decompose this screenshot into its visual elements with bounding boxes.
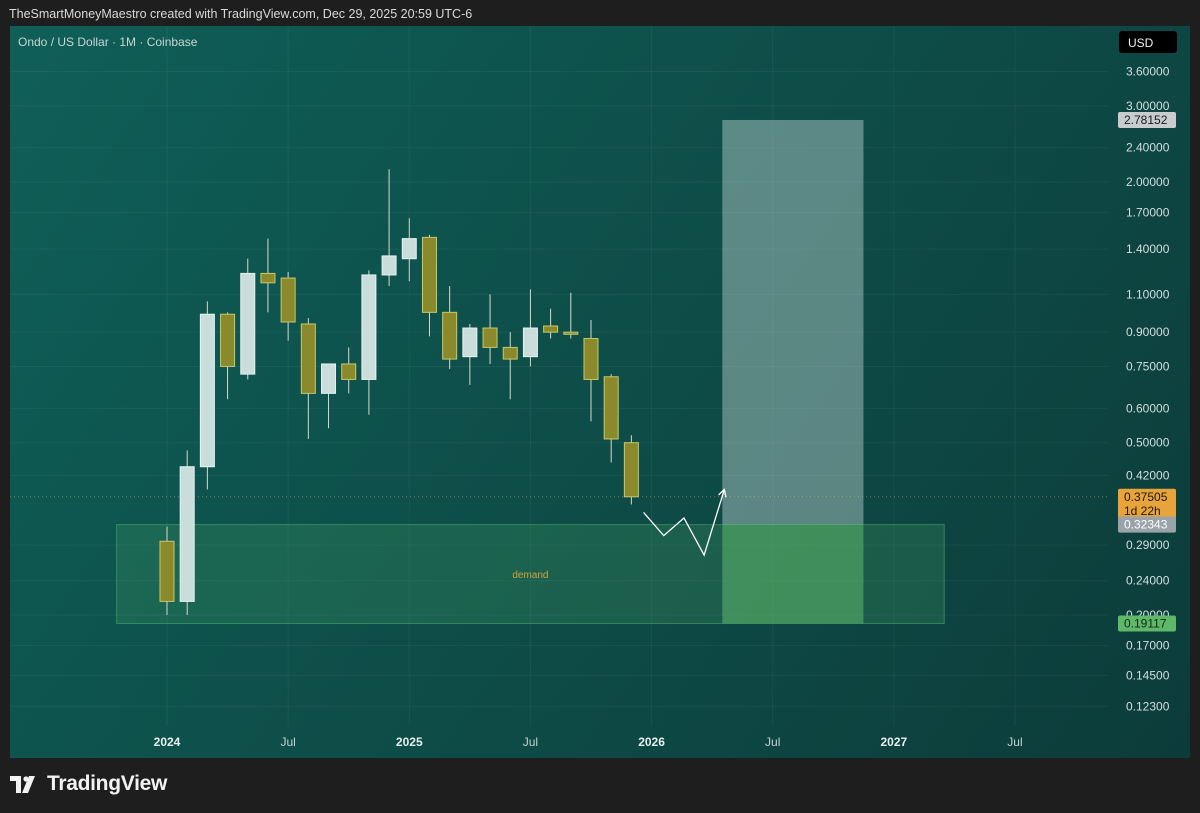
projection-path <box>643 489 725 557</box>
candle-body <box>321 363 337 394</box>
tradingview-logo-icon <box>10 775 35 793</box>
time-tick-label: Jul <box>1007 735 1022 749</box>
price-tick-label: 0.60000 <box>1126 401 1170 415</box>
credit-text: TheSmartMoneyMaestro created with Tradin… <box>9 7 473 21</box>
target-price-tag-bg <box>1118 111 1176 128</box>
price-tick-label: 3.60000 <box>1126 64 1170 78</box>
current-price-tag-text: 0.37505 <box>1124 490 1168 504</box>
chart-svg[interactable]: demand 3.60000 3.00000 2.40000 2.00000 1.700… <box>10 26 1190 758</box>
entry-price-tag-bg <box>1118 516 1176 533</box>
candle-body <box>401 238 417 260</box>
candle-body <box>220 313 236 367</box>
price-axis[interactable]: 3.60000 3.00000 2.40000 2.00000 1.70000 1.400… <box>1126 64 1170 713</box>
candle-body <box>300 323 316 394</box>
chart-panel[interactable]: demand 3.60000 3.00000 2.40000 2.00000 1.700… <box>10 26 1190 758</box>
candle-body <box>199 313 215 468</box>
price-tick-label: 1.70000 <box>1126 206 1170 220</box>
time-tick-label: Jul <box>280 735 295 749</box>
candle-body <box>522 327 538 358</box>
target-price-tag-text: 2.78152 <box>1124 113 1168 127</box>
price-tick-label: 3.00000 <box>1126 99 1170 113</box>
currency-button[interactable]: USD <box>1119 31 1177 53</box>
zones: demand <box>116 119 945 624</box>
candles <box>159 169 639 615</box>
top-bar: TheSmartMoneyMaestro created with Tradin… <box>0 0 1200 26</box>
time-tick-label: 2024 <box>154 735 181 749</box>
candle-body <box>280 277 296 323</box>
current-price-tag-bg <box>1118 488 1176 519</box>
candle-body <box>482 327 498 348</box>
candle-body <box>421 236 437 313</box>
candle-body <box>502 346 518 360</box>
candle-body <box>341 363 357 380</box>
price-tick-label: 0.42000 <box>1126 468 1170 482</box>
price-tick-label: 1.10000 <box>1126 287 1170 301</box>
symbol-title: Ondo / US Dollar · 1M · Coinbase <box>18 35 198 49</box>
stop-price-tag-bg <box>1118 615 1176 632</box>
candle-body <box>159 540 175 602</box>
time-tick-label: 2025 <box>396 735 423 749</box>
price-tick-label: 0.24000 <box>1126 574 1170 588</box>
stop-zone <box>722 524 864 624</box>
countdown-tag-text: 1d 22h <box>1124 504 1161 518</box>
candle-body <box>603 376 619 440</box>
candle-body <box>543 325 559 333</box>
target-zone <box>722 119 864 525</box>
stop-price-tag-text: 0.19117 <box>1124 616 1167 630</box>
price-tick-label: 0.29000 <box>1126 538 1170 552</box>
time-tick-label: Jul <box>523 735 538 749</box>
candle-body <box>462 327 478 358</box>
candle-body <box>361 274 377 380</box>
price-tick-label: 0.14500 <box>1126 668 1170 682</box>
candle-body <box>260 272 276 284</box>
price-tick-label: 0.75000 <box>1126 359 1170 373</box>
candle-body <box>240 272 256 375</box>
candle-body <box>583 338 599 380</box>
time-tick-label: 2027 <box>880 735 907 749</box>
time-tick-label: Jul <box>765 735 780 749</box>
candle-body <box>563 331 579 335</box>
entry-price-tag-text: 0.32343 <box>1124 518 1168 532</box>
price-tick-label: 0.90000 <box>1126 325 1170 339</box>
price-tick-label: 2.00000 <box>1126 175 1170 189</box>
time-axis[interactable]: 2024 Jul 2025 Jul 2026 Jul 2027 Jul <box>154 735 1023 749</box>
price-tick-label: 0.12300 <box>1126 699 1170 713</box>
bottom-bar <box>0 758 1200 813</box>
candle-body <box>623 442 639 498</box>
projection-arrowhead <box>718 488 727 498</box>
price-tick-label: 0.50000 <box>1126 436 1170 450</box>
projection <box>643 488 727 557</box>
tradingview-logo-text: TradingView <box>47 772 168 795</box>
demand-zone-label: demand <box>512 570 548 581</box>
tradingview-logo[interactable]: TradingView <box>10 771 167 797</box>
price-tick-label: 2.40000 <box>1126 141 1170 155</box>
candle-body <box>381 255 397 276</box>
price-tick-label: 0.17000 <box>1126 639 1170 653</box>
price-tick-label: 1.40000 <box>1126 242 1170 256</box>
currency-label: USD <box>1128 36 1154 50</box>
candle-body <box>179 466 195 602</box>
time-tick-label: 2026 <box>638 735 665 749</box>
candle-body <box>442 311 458 360</box>
